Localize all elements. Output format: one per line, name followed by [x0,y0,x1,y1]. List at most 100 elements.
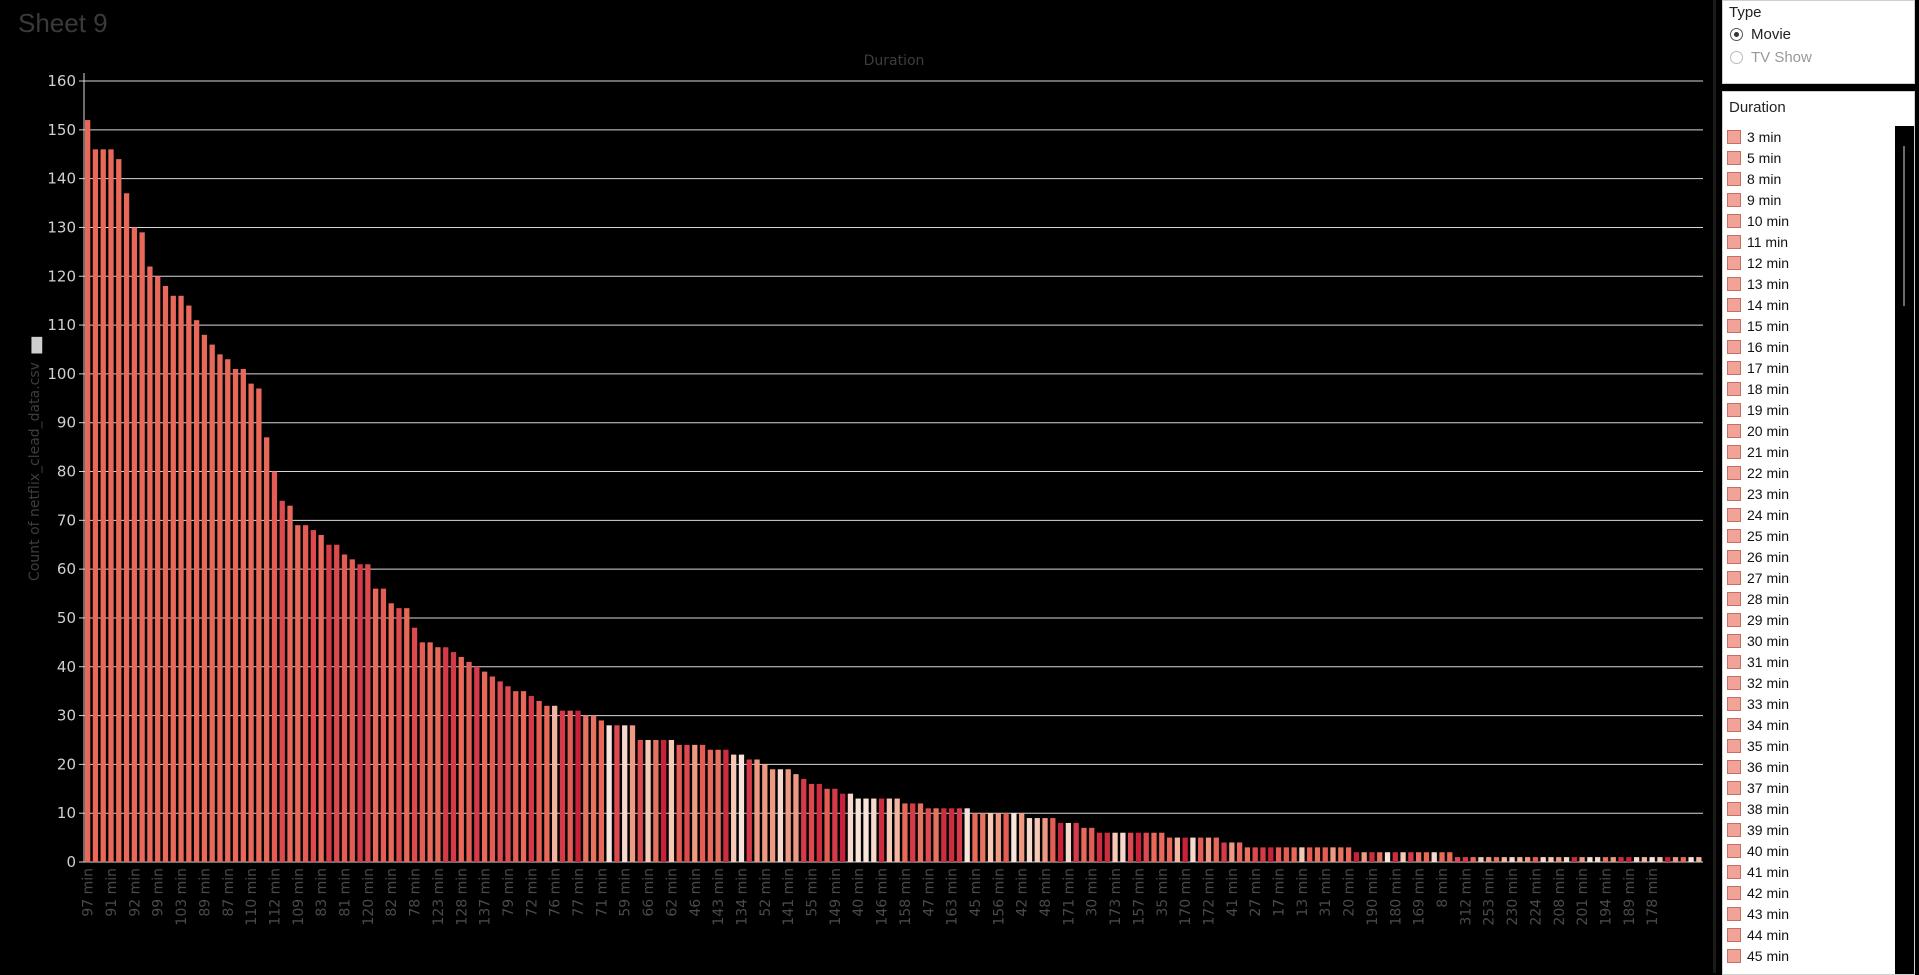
legend-item[interactable]: 42 min [1723,882,1895,903]
legend-item[interactable]: 13 min [1723,273,1895,294]
legend-item[interactable]: 16 min [1723,336,1895,357]
legend-item[interactable]: 26 min [1723,546,1895,567]
x-tick-label: 81 min [338,868,354,917]
bar [629,725,636,862]
bar [1353,852,1360,862]
panel-divider[interactable] [1713,0,1716,973]
bar [614,725,620,862]
bar [933,808,939,862]
legend-item[interactable]: 33 min [1723,693,1895,714]
legend-item[interactable]: 39 min [1723,819,1895,840]
legend-item[interactable]: 21 min [1723,441,1895,462]
legend-item[interactable]: 22 min [1723,462,1895,483]
legend-item[interactable]: 38 min [1723,798,1895,819]
legend-item[interactable]: 11 min [1723,231,1895,252]
legend-item-label: 42 min [1747,884,1790,901]
bar [1563,857,1570,862]
filter-option-movie[interactable]: Movie [1723,23,1914,46]
legend-swatch [1727,423,1741,438]
legend-item[interactable]: 20 min [1723,420,1895,441]
bar [1291,847,1297,862]
legend-item[interactable]: 37 min [1723,777,1895,798]
legend-item[interactable]: 12 min [1723,252,1895,273]
bar [1657,857,1663,862]
bar [497,681,503,862]
bar [1182,837,1188,862]
legend-title: Duration [1729,99,1786,116]
legend-item[interactable]: 15 min [1723,315,1895,336]
scrollbar-thumb[interactable] [1903,146,1905,306]
bar [894,798,900,862]
legend-item[interactable]: 34 min [1723,714,1895,735]
x-tick-label: 17 min [1272,868,1288,917]
legend-item[interactable]: 27 min [1723,567,1895,588]
legend-item[interactable]: 23 min [1723,483,1895,504]
bar [256,388,262,862]
legend-item[interactable]: 10 min [1723,210,1895,231]
legend-item[interactable]: 17 min [1723,357,1895,378]
legend-item-label: 31 min [1747,653,1790,670]
bar [225,359,231,862]
bar [1587,857,1593,862]
bar [1688,857,1694,862]
legend-item[interactable]: 32 min [1723,672,1895,693]
x-tick-label: 169 min [1412,868,1428,926]
axis-drag-icon[interactable]: ▐▌ [26,338,48,354]
bar [808,783,815,862]
legend-list: 3 min 5 min 8 min 9 min 10 min 11 min 12 min 13… [1723,126,1895,974]
legend-item[interactable]: 30 min [1723,630,1895,651]
legend-item[interactable]: 31 min [1723,651,1895,672]
legend-item-label: 28 min [1747,590,1790,607]
x-tick-label: 83 min [314,868,330,917]
bar [832,788,838,862]
bar [155,276,161,862]
legend-item[interactable]: 9 min [1723,189,1895,210]
y-tick-label: 160 [47,72,76,90]
bar [746,759,752,862]
bar [427,642,433,862]
legend-item[interactable]: 44 min [1723,924,1895,945]
x-tick-label: 91 min [104,868,120,917]
x-tick-label: 170 min [1178,868,1194,926]
x-tick-label: 134 min [735,868,751,926]
bar [699,744,706,862]
bar [458,656,464,862]
legend-item[interactable]: 18 min [1723,378,1895,399]
legend-item[interactable]: 25 min [1723,525,1895,546]
legend-item[interactable]: 41 min [1723,861,1895,882]
legend-item-label: 22 min [1747,464,1790,481]
legend-item[interactable]: 19 min [1723,399,1895,420]
legend-item[interactable]: 14 min [1723,294,1895,315]
x-tick-label: 149 min [828,868,844,926]
legend-item[interactable]: 29 min [1723,609,1895,630]
filter-option-tv-show[interactable]: TV Show [1723,46,1914,69]
x-tick-label: 48 min [1038,868,1054,917]
legend-item-label: 34 min [1747,716,1790,733]
radio-unselected-icon[interactable] [1730,51,1743,64]
legend-item[interactable]: 35 min [1723,735,1895,756]
bar [801,779,807,862]
bar [1135,832,1142,862]
legend-item[interactable]: 45 min [1723,945,1895,966]
legend-item[interactable]: 5 min [1723,147,1895,168]
legend-item[interactable]: 36 min [1723,756,1895,777]
legend-scrollbar[interactable] [1895,126,1914,974]
x-tick-label: 52 min [758,868,774,917]
legend-item[interactable]: 24 min [1723,504,1895,525]
bar [1665,857,1671,862]
radio-selected-icon[interactable] [1730,28,1743,41]
bar [100,149,106,863]
bar [878,798,885,862]
bar [264,437,270,862]
legend-item[interactable]: 40 min [1723,840,1895,861]
legend-item-label: 19 min [1747,401,1790,418]
legend-item[interactable]: 28 min [1723,588,1895,609]
bar [536,700,542,862]
legend-item[interactable]: 8 min [1723,168,1895,189]
legend-item[interactable]: 43 min [1723,903,1895,924]
legend-item[interactable]: 3 min [1723,126,1895,147]
legend-item-label: 38 min [1747,800,1790,817]
y-tick-label: 120 [47,267,76,285]
bar [123,193,130,862]
x-tick-label: 173 min [1108,868,1124,926]
